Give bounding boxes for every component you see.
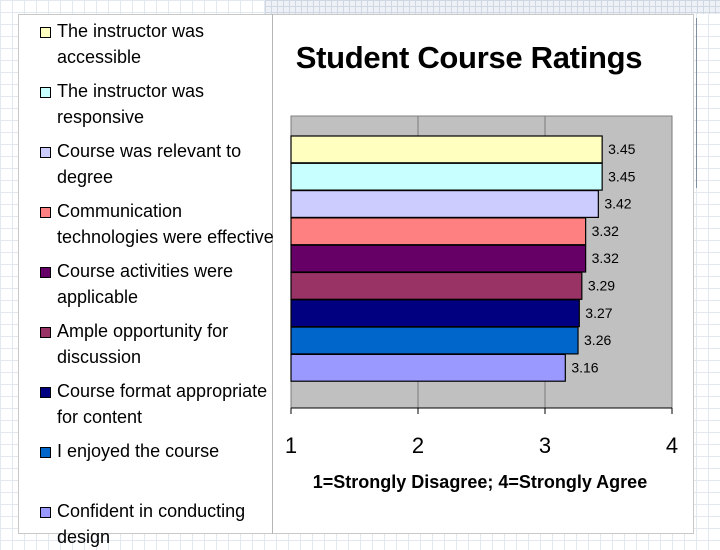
bar — [290, 135, 603, 164]
legend-item: Course was relevant to degree — [40, 138, 272, 190]
data-label: 3.32 — [592, 250, 619, 266]
legend-item: The instructor was accessible — [40, 18, 272, 70]
bar — [290, 353, 566, 382]
data-label: 3.32 — [592, 223, 619, 239]
data-label: 3.45 — [608, 168, 635, 184]
legend-item: The instructor was responsive — [40, 78, 272, 130]
data-label: 3.26 — [584, 332, 611, 348]
bar — [290, 271, 583, 300]
bar — [290, 299, 580, 328]
legend-label: Ample opportunity for discussion — [57, 321, 229, 367]
legend-item: Communication technologies were effectiv… — [40, 198, 274, 250]
legend-swatch — [40, 87, 51, 98]
x-tick-label: 2 — [412, 433, 424, 458]
legend-label: Course activities were applicable — [57, 261, 234, 307]
legend-swatch — [40, 507, 51, 518]
data-label: 3.45 — [608, 141, 635, 157]
bar — [290, 162, 603, 191]
x-axis-label: 1=Strongly Disagree; 4=Strongly Agree — [312, 472, 648, 492]
bar — [290, 217, 587, 246]
legend-swatch — [40, 387, 51, 398]
data-label: 3.42 — [604, 196, 631, 212]
legend-item: Ample opportunity for discussion — [40, 318, 272, 370]
legend-swatch — [40, 147, 51, 158]
bar — [290, 326, 579, 355]
bar — [290, 244, 587, 273]
bar — [290, 190, 599, 219]
legend-swatch — [40, 207, 51, 218]
legend-swatch — [40, 447, 51, 458]
legend-item: I enjoyed the course — [40, 438, 272, 464]
legend-label: Course was relevant to degree — [57, 141, 242, 187]
legend-label: I enjoyed the course — [57, 441, 220, 461]
legend-swatch — [40, 327, 51, 338]
legend-label: Course format appropriate for content — [57, 381, 268, 427]
slide-divider-line — [696, 18, 697, 188]
legend-item: Course activities were applicable — [40, 258, 272, 310]
legend-label: The instructor was accessible — [57, 21, 205, 67]
data-label: 3.29 — [588, 278, 615, 294]
legend-item: Course format appropriate for content — [40, 378, 272, 430]
data-label: 3.16 — [571, 359, 598, 375]
x-tick-label: 1 — [285, 433, 297, 458]
legend-label: The instructor was responsive — [57, 81, 205, 127]
legend-swatch — [40, 27, 51, 38]
chart-title: Student Course Ratings — [295, 40, 643, 75]
legend-label: Communication technologies were effectiv… — [57, 201, 274, 247]
data-label: 3.27 — [585, 305, 612, 321]
x-tick-label: 4 — [666, 433, 678, 458]
legend-divider — [272, 14, 273, 534]
x-tick-label: 3 — [539, 433, 551, 458]
slide-header-strip — [265, 0, 720, 14]
legend-swatch — [40, 267, 51, 278]
